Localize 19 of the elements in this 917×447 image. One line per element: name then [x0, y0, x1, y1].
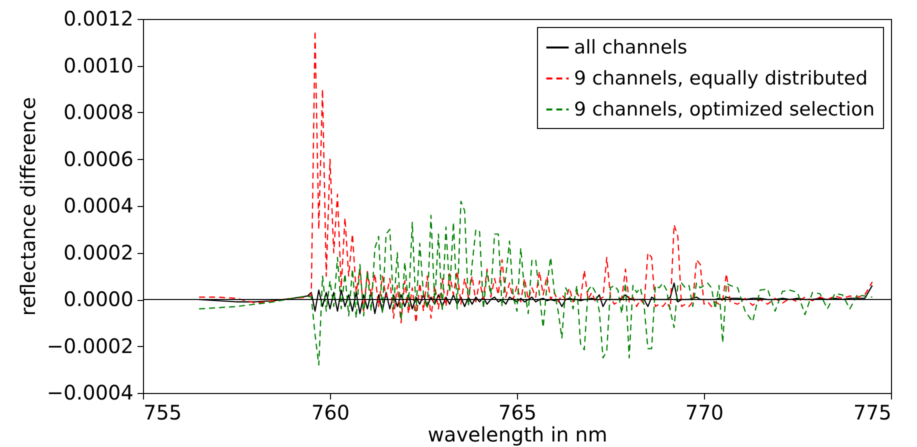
- y-tick-label: 0.0004: [64, 194, 134, 218]
- x-tick-label: 765: [498, 400, 537, 424]
- legend-label: all channels: [574, 36, 688, 58]
- y-tick-label: 0.0012: [64, 6, 134, 30]
- y-tick-label: 0.0002: [64, 240, 134, 264]
- x-tick-label: 775: [853, 400, 892, 424]
- legend-label: 9 channels, optimized selection: [574, 98, 875, 120]
- x-tick-label: 755: [144, 400, 182, 424]
- y-tick-label: 0.0010: [64, 53, 134, 78]
- x-axis-title: wavelength in nm: [428, 422, 608, 446]
- y-tick-label: 0.0000: [64, 287, 134, 311]
- y-axis-title: reflectance difference: [16, 97, 40, 316]
- x-tick-label: 760: [311, 400, 350, 424]
- y-tick-label: −0.0004: [46, 380, 134, 404]
- y-tick-label: 0.0006: [64, 146, 134, 171]
- x-tick-label: 770: [685, 400, 724, 424]
- y-tick-label: −0.0002: [46, 334, 134, 358]
- legend-label: 9 channels, equally distributed: [574, 68, 868, 90]
- y-tick-label: 0.0008: [64, 100, 134, 124]
